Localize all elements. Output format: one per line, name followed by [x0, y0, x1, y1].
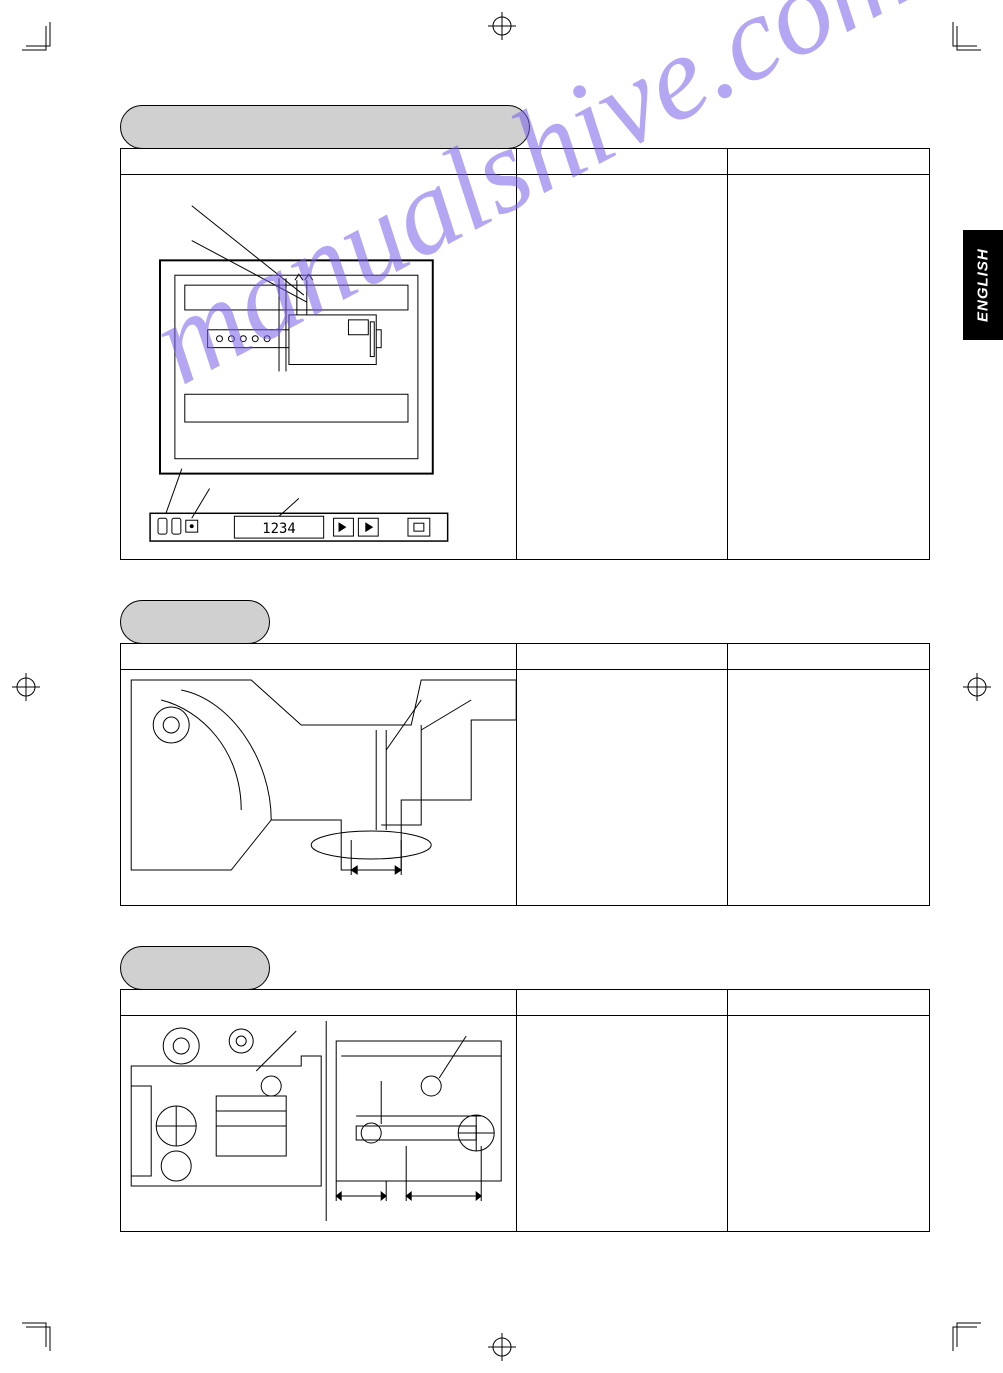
diagram-cell-2: [121, 670, 517, 906]
register-mark-right: [963, 673, 991, 701]
table-header-cell: [121, 149, 517, 175]
section-heading-pill-2: [120, 600, 270, 644]
section-1-table: 1234: [120, 148, 930, 560]
crop-mark-tl: [22, 22, 58, 58]
table-cell: [517, 670, 727, 906]
register-mark-bottom: [488, 1333, 516, 1361]
table-header-cell: [517, 149, 727, 175]
table-cell: [517, 1016, 727, 1232]
table-header-cell: [121, 990, 517, 1016]
crop-mark-tr: [945, 22, 981, 58]
machine-head-diagram: [121, 670, 516, 900]
register-mark-left: [12, 673, 40, 701]
section-3-table: [120, 989, 930, 1232]
section-2-table: [120, 643, 930, 906]
table-header-cell: [727, 644, 929, 670]
section-heading-pill-3: [120, 946, 270, 990]
table-cell: [727, 1016, 929, 1232]
section-heading-pill-1: [120, 105, 530, 149]
table-header-cell: [517, 644, 727, 670]
page-content: 1234: [120, 105, 930, 1232]
diagram-cell-1: 1234: [121, 175, 517, 560]
table-cell: [517, 175, 727, 560]
table-cell: [727, 670, 929, 906]
register-mark-top: [488, 12, 516, 40]
control-box-diagram: 1234: [127, 181, 510, 548]
table-header-cell: [727, 149, 929, 175]
display-digits: 1234: [262, 521, 295, 537]
table-header-cell: [517, 990, 727, 1016]
table-header-cell: [121, 644, 517, 670]
table-header-cell: [727, 990, 929, 1016]
crop-mark-br: [945, 1315, 981, 1351]
tension-assembly-diagram: [121, 1016, 516, 1226]
language-tab: ENGLISH: [963, 230, 1003, 340]
table-cell: [727, 175, 929, 560]
crop-mark-bl: [22, 1315, 58, 1351]
diagram-cell-3: [121, 1016, 517, 1232]
